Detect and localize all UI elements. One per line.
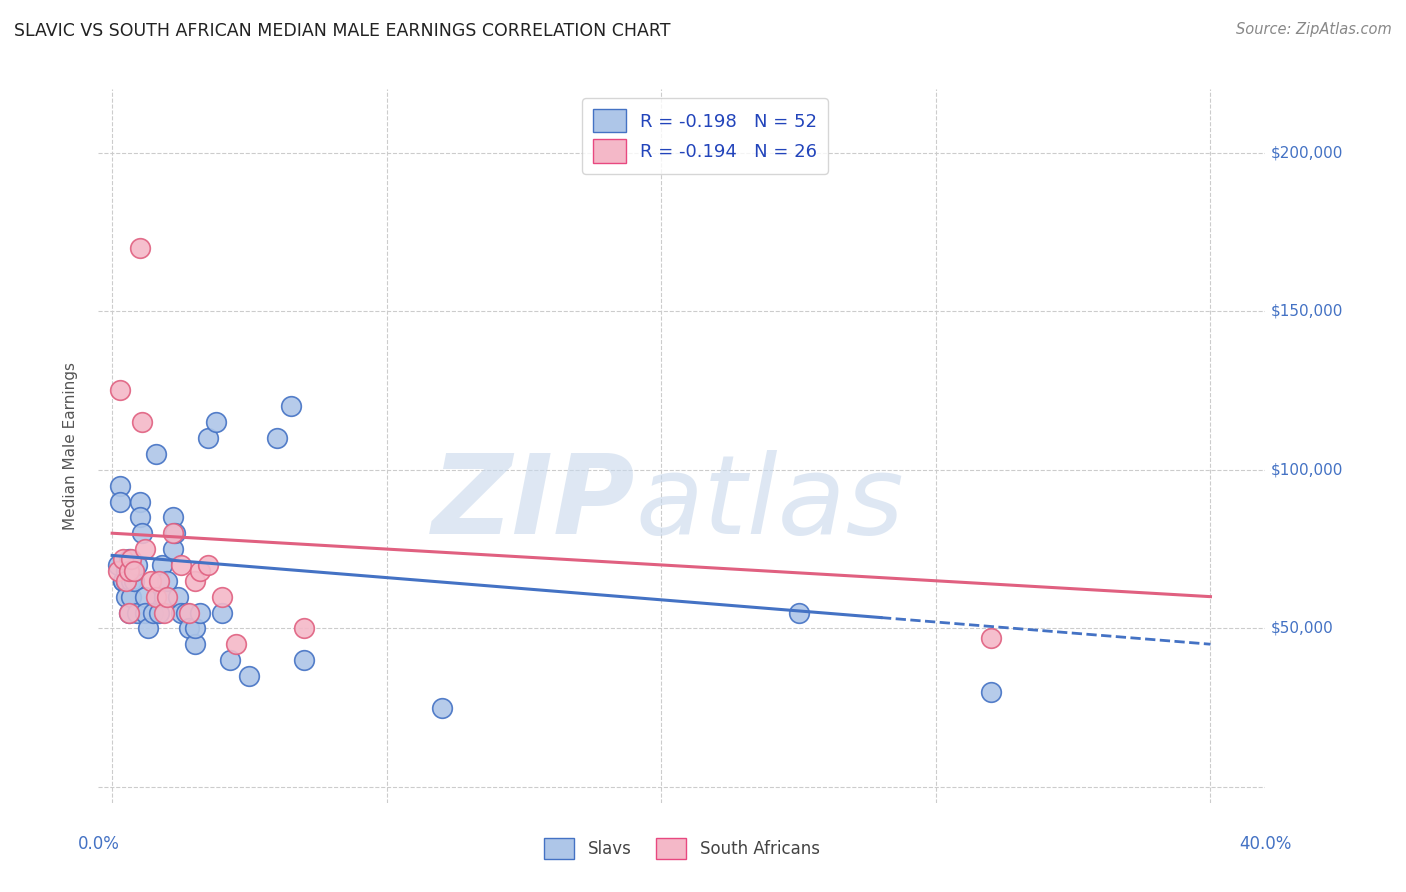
Point <box>238 669 260 683</box>
Text: 40.0%: 40.0% <box>1239 835 1292 853</box>
Point <box>156 590 179 604</box>
Point <box>430 700 453 714</box>
Point <box>980 631 1002 645</box>
Point <box>136 621 159 635</box>
Point <box>148 606 170 620</box>
Point <box>120 590 142 604</box>
Point <box>266 431 288 445</box>
Point <box>117 564 139 578</box>
Point <box>139 574 162 588</box>
Text: atlas: atlas <box>636 450 904 557</box>
Text: $100,000: $100,000 <box>1271 462 1344 477</box>
Point <box>153 590 176 604</box>
Point <box>156 574 179 588</box>
Point <box>120 574 142 588</box>
Point <box>183 574 205 588</box>
Point <box>115 574 138 588</box>
Text: ZIP: ZIP <box>432 450 636 557</box>
Point <box>142 606 165 620</box>
Point <box>197 558 219 572</box>
Point <box>170 558 193 572</box>
Point <box>112 574 135 588</box>
Point <box>177 621 200 635</box>
Point <box>162 542 184 557</box>
Point <box>117 564 139 578</box>
Point <box>110 494 132 508</box>
Point <box>122 564 145 578</box>
Point <box>145 447 167 461</box>
Point <box>122 564 145 578</box>
Point <box>170 606 193 620</box>
Point <box>150 558 173 572</box>
Point <box>131 526 153 541</box>
Point <box>110 384 132 398</box>
Point <box>188 606 211 620</box>
Point <box>197 431 219 445</box>
Point <box>145 590 167 604</box>
Point <box>148 574 170 588</box>
Point <box>292 621 315 635</box>
Text: 0.0%: 0.0% <box>77 835 120 853</box>
Point <box>128 241 150 255</box>
Point <box>122 574 145 588</box>
Point <box>128 510 150 524</box>
Point <box>134 590 156 604</box>
Point <box>117 606 139 620</box>
Point <box>165 526 187 541</box>
Point <box>188 564 211 578</box>
Point <box>120 558 142 572</box>
Point <box>120 551 142 566</box>
Point <box>112 551 135 566</box>
Point <box>280 400 302 414</box>
Point <box>107 564 129 578</box>
Point <box>162 526 184 541</box>
Point <box>134 542 156 557</box>
Text: Source: ZipAtlas.com: Source: ZipAtlas.com <box>1236 22 1392 37</box>
Point <box>211 606 233 620</box>
Point <box>110 478 132 492</box>
Text: $150,000: $150,000 <box>1271 303 1344 318</box>
Point <box>225 637 247 651</box>
Point <box>167 590 190 604</box>
Text: SLAVIC VS SOUTH AFRICAN MEDIAN MALE EARNINGS CORRELATION CHART: SLAVIC VS SOUTH AFRICAN MEDIAN MALE EARN… <box>14 22 671 40</box>
Point <box>134 606 156 620</box>
Point <box>153 606 176 620</box>
Point <box>162 510 184 524</box>
Text: $200,000: $200,000 <box>1271 145 1344 161</box>
Point <box>117 606 139 620</box>
Point <box>125 606 148 620</box>
Point <box>183 637 205 651</box>
Point <box>115 590 138 604</box>
Point <box>292 653 315 667</box>
Point <box>112 574 135 588</box>
Point <box>131 415 153 429</box>
Point <box>183 621 205 635</box>
Point <box>117 551 139 566</box>
Point <box>128 494 150 508</box>
Y-axis label: Median Male Earnings: Median Male Earnings <box>63 362 77 530</box>
Point <box>115 574 138 588</box>
Text: $50,000: $50,000 <box>1271 621 1334 636</box>
Point <box>177 606 200 620</box>
Point <box>174 606 197 620</box>
Point <box>125 558 148 572</box>
Point <box>115 564 138 578</box>
Point <box>787 606 810 620</box>
Point <box>107 558 129 572</box>
Point <box>980 685 1002 699</box>
Point <box>211 590 233 604</box>
Point <box>115 564 138 578</box>
Point <box>205 415 228 429</box>
Legend: Slavs, South Africans: Slavs, South Africans <box>537 831 827 866</box>
Point <box>219 653 242 667</box>
